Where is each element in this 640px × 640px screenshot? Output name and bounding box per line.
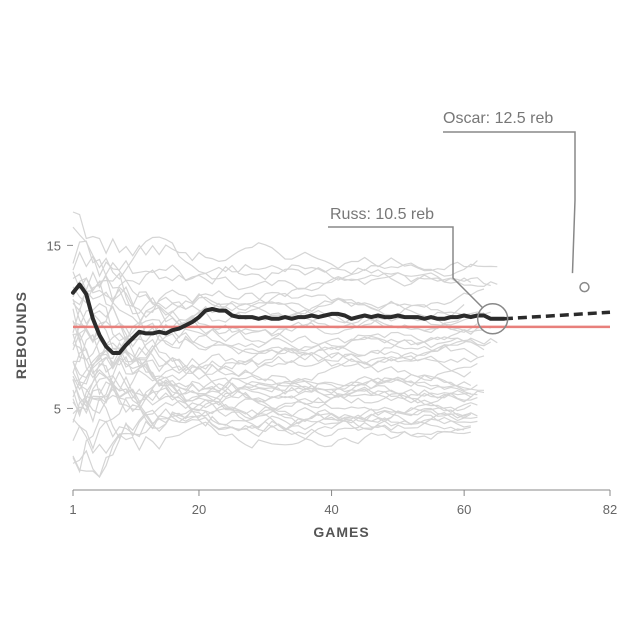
x-tick-label: 20 — [192, 502, 206, 517]
russ-marker-circle — [476, 303, 509, 335]
background-player-line — [72, 339, 491, 401]
oscar-marker-circle — [579, 281, 590, 293]
x-tick-label: 1 — [69, 502, 76, 517]
background-player-line — [72, 312, 485, 378]
background-player-line — [72, 348, 471, 432]
x-tick-label: 60 — [457, 502, 471, 517]
background-player-line — [72, 296, 491, 344]
background-player-line — [72, 378, 471, 448]
russ-leader-line — [328, 226, 484, 309]
russ-annotation-label: Russ: 10.5 reb — [330, 206, 434, 223]
y-tick-label: 15 — [47, 238, 61, 253]
background-player-line — [72, 308, 478, 414]
background-player-lines — [72, 211, 498, 479]
background-player-line — [72, 333, 478, 375]
y-tick-label: 5 — [54, 401, 61, 416]
oscar-annotation: Oscar: 12.5 reb — [443, 110, 590, 293]
background-player-line — [72, 261, 465, 325]
background-player-line — [72, 318, 485, 379]
russ-projection-dashed-line — [503, 310, 611, 321]
russ-annotation: Russ: 10.5 reb — [328, 206, 509, 335]
oscar-annotation-label: Oscar: 12.5 reb — [443, 110, 553, 127]
background-player-line — [72, 389, 471, 425]
background-player-line — [72, 395, 478, 440]
background-player-line — [72, 274, 485, 362]
background-player-line — [72, 226, 498, 288]
x-axis-ticks: 1 20 40 60 82 — [69, 490, 617, 517]
x-tick-label: 82 — [603, 502, 617, 517]
background-player-line — [72, 302, 478, 393]
background-player-line — [72, 250, 472, 292]
background-player-line — [72, 349, 478, 396]
background-player-line — [72, 271, 491, 336]
x-axis-label: GAMES — [313, 524, 369, 540]
oscar-leader-line — [443, 131, 576, 274]
x-tick-label: 40 — [324, 502, 338, 517]
y-axis-label: REBOUNDS — [13, 291, 29, 379]
russ-rebound-average-line — [71, 282, 506, 355]
background-player-line — [72, 419, 465, 479]
background-player-line — [72, 272, 498, 352]
background-player-line — [72, 324, 478, 375]
y-axis-ticks: 5 15 — [47, 238, 73, 416]
background-player-line — [72, 400, 471, 479]
background-player-line — [72, 211, 478, 272]
background-player-line — [72, 378, 472, 474]
background-player-line — [72, 262, 498, 305]
background-player-line — [72, 402, 472, 451]
